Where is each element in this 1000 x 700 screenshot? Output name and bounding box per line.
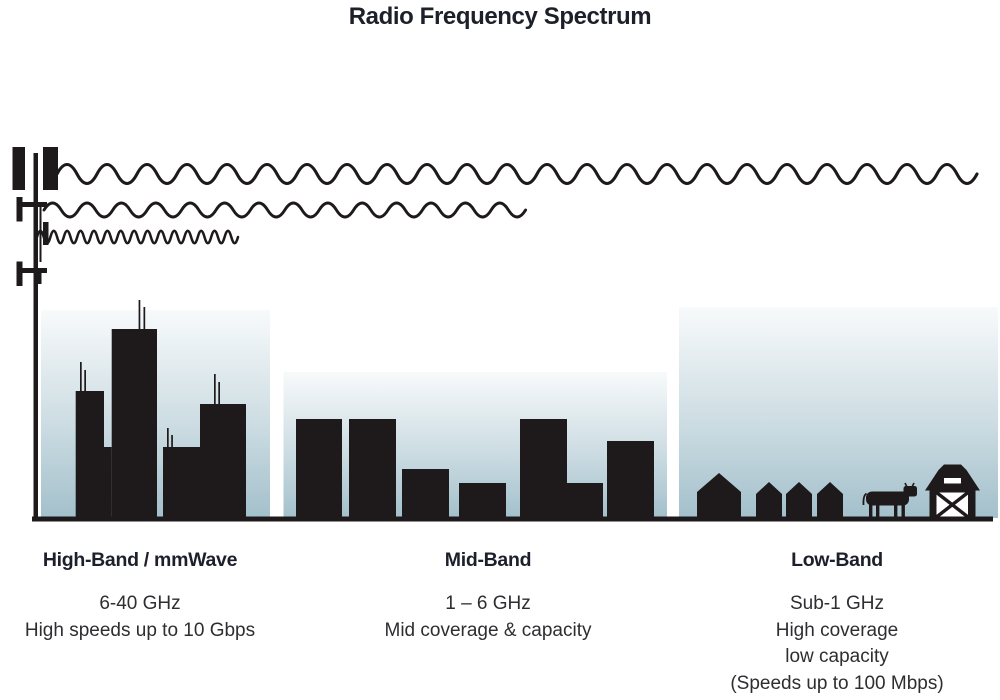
low-band-coverage: High coverage [775, 619, 899, 641]
diagram-title: Radio Frequency Spectrum [348, 3, 652, 30]
skyscrapers-icon [75, 300, 246, 518]
cell-tower-icon [12, 147, 58, 518]
low-band-frequency: Sub-1 GHz [790, 593, 884, 614]
mid-band-wave-icon [42, 201, 528, 219]
low-band-heading: Low-Band [791, 549, 883, 571]
midrise-buildings-icon [296, 419, 654, 518]
barn-door-crossbuck [935, 491, 970, 519]
low-band-capacity: low capacity [785, 646, 889, 667]
rooftop-antennas [80, 300, 220, 447]
mid-band-heading: Mid-Band [444, 549, 532, 571]
high-band-description: High speeds up to 10 Gbps [24, 619, 256, 641]
low-band-wave-icon [55, 162, 979, 186]
low-band-speed: (Speeds up to 100 Mbps) [730, 672, 944, 694]
ground-line [32, 516, 993, 522]
low-band-label: Low-Band Sub-1 GHz High coverage low cap… [687, 549, 987, 697]
cow-icon [862, 482, 917, 518]
mid-band-description: Mid coverage & capacity [384, 619, 592, 641]
high-band-frequency: 6-40 GHz [99, 593, 181, 614]
mid-band-label: Mid-Band 1 – 6 GHz Mid coverage & capaci… [338, 549, 638, 644]
barn-icon [925, 464, 980, 519]
mid-band-frequency: 1 – 6 GHz [445, 593, 531, 614]
high-band-wave-icon [35, 229, 240, 245]
houses-barn-cow-icon [697, 464, 980, 519]
high-band-heading: High-Band / mmWave [42, 549, 238, 571]
barn-hayloft-slit [944, 478, 961, 484]
house-icons [697, 473, 843, 518]
high-band-label: High-Band / mmWave 6-40 GHz High speeds … [0, 549, 290, 644]
